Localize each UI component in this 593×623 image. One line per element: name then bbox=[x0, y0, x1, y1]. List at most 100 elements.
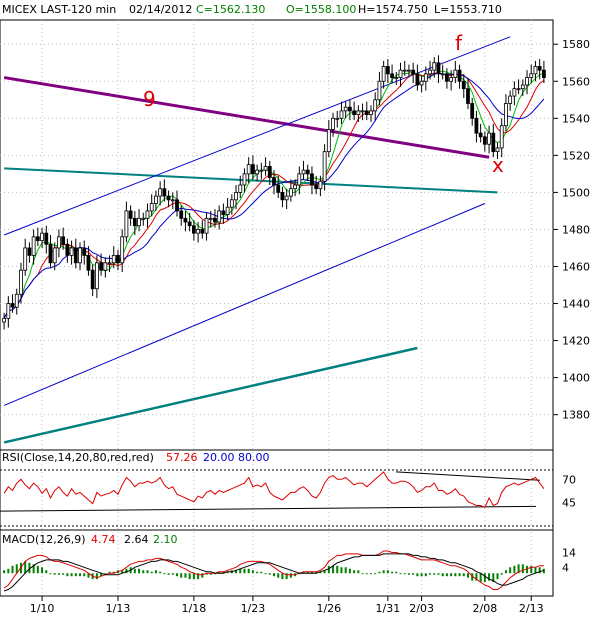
macd-histogram-bar bbox=[121, 570, 124, 574]
candle-body bbox=[27, 247, 32, 256]
candle-body bbox=[297, 173, 302, 186]
y-axis: 1380 1400 1420 1440 1460 1480 1500 1520 1540 1560… bbox=[553, 38, 590, 574]
candle-body bbox=[423, 73, 428, 82]
candle-body bbox=[428, 69, 432, 75]
candle-body bbox=[516, 88, 521, 91]
x-tick-label: 1/23 bbox=[241, 602, 266, 615]
trend-line bbox=[3, 346, 418, 444]
macd-histogram-bar bbox=[433, 573, 436, 575]
candle-body bbox=[145, 210, 150, 219]
x-tick-label: 1/18 bbox=[182, 602, 207, 615]
candle-body bbox=[14, 293, 19, 308]
macd-label: MACD(12,26,9) bbox=[2, 533, 86, 546]
macd-histogram-bar bbox=[7, 568, 10, 574]
rsi-tick-label: 70 bbox=[562, 473, 576, 486]
candle-body bbox=[436, 62, 441, 75]
candle-body bbox=[449, 77, 454, 82]
wave-label-x: x bbox=[492, 153, 504, 177]
macd-histogram-bar bbox=[391, 571, 394, 574]
macd-histogram-bar bbox=[488, 573, 491, 581]
candle-body bbox=[242, 173, 247, 186]
candle-body bbox=[255, 169, 260, 175]
rsi-panel bbox=[0, 449, 554, 531]
candle-body bbox=[94, 262, 99, 290]
candle-body bbox=[499, 125, 504, 149]
macd-histogram-bar bbox=[184, 573, 187, 578]
macd-histogram-bar bbox=[277, 573, 280, 578]
candle-body bbox=[440, 73, 445, 76]
macd-histogram-bar bbox=[281, 573, 284, 580]
macd-line bbox=[3, 550, 544, 590]
candle-body bbox=[398, 69, 403, 78]
candle-body bbox=[73, 247, 78, 264]
candle-body bbox=[44, 232, 49, 245]
candle-body bbox=[40, 232, 44, 241]
candle-body bbox=[137, 217, 141, 227]
candle-body bbox=[432, 62, 437, 71]
macd-histogram-bar bbox=[171, 573, 174, 575]
candle-body bbox=[116, 254, 120, 264]
macd-histogram-bar bbox=[538, 567, 541, 574]
candle-body bbox=[10, 303, 15, 308]
candle-body bbox=[149, 203, 154, 212]
candle-body bbox=[82, 247, 87, 256]
macd-histogram-bar bbox=[87, 573, 90, 578]
macd-histogram-bar bbox=[243, 568, 246, 574]
rsi-tick-label: 45 bbox=[562, 497, 576, 510]
macd-histogram-bar bbox=[530, 565, 533, 574]
candle-body bbox=[217, 210, 222, 223]
candle-body bbox=[541, 69, 546, 78]
candle-body bbox=[385, 66, 390, 75]
candle-body bbox=[132, 217, 137, 227]
macd-histogram-bar bbox=[378, 571, 381, 574]
macd-histogram-bar bbox=[399, 573, 402, 575]
candle-body bbox=[90, 269, 95, 290]
rsi-label: RSI(Close,14,20,80,red,red) bbox=[2, 451, 154, 464]
x-tick-label: 1/10 bbox=[30, 602, 55, 615]
macd-histogram-bar bbox=[458, 573, 461, 577]
x-tick-label: 1/31 bbox=[376, 602, 401, 615]
macd-histogram-bar bbox=[496, 573, 499, 580]
candle-body bbox=[394, 77, 399, 79]
macd-histogram-bar bbox=[24, 561, 27, 574]
macd-histogram-bar bbox=[441, 573, 444, 577]
candle-body bbox=[537, 66, 542, 71]
candle-body bbox=[259, 169, 264, 172]
macd-histogram-bar bbox=[327, 565, 330, 574]
candle-body bbox=[69, 247, 74, 256]
candle-body bbox=[111, 254, 116, 264]
macd-histogram-bar bbox=[251, 570, 254, 574]
macd-histogram-bar bbox=[361, 573, 364, 575]
candle-body bbox=[407, 69, 411, 72]
macd-histogram-bar bbox=[235, 570, 238, 574]
candle-body bbox=[103, 262, 108, 271]
macd-histogram-bar bbox=[49, 573, 52, 575]
macd-histogram-bar bbox=[420, 573, 423, 577]
macd-histogram-bar bbox=[416, 573, 419, 577]
macd-histogram-bar bbox=[197, 573, 200, 580]
candle-body bbox=[78, 247, 82, 264]
macd-histogram-bar bbox=[268, 573, 271, 575]
candle-body bbox=[213, 217, 217, 223]
candle-body bbox=[99, 262, 104, 271]
macd-histogram-bar bbox=[163, 573, 166, 575]
y-tick-label: 1500 bbox=[562, 186, 590, 199]
x-tick-label: 1/26 bbox=[316, 602, 341, 615]
candle-body bbox=[272, 177, 276, 186]
macd-histogram-bar bbox=[213, 573, 216, 575]
macd-histogram-bar bbox=[445, 573, 448, 577]
candle-body bbox=[478, 132, 483, 138]
macd-histogram-bar bbox=[180, 573, 183, 578]
candle-body bbox=[276, 184, 281, 193]
candle-body bbox=[229, 199, 234, 208]
candle-body bbox=[234, 191, 238, 201]
macd-histogram-bar bbox=[74, 573, 77, 577]
candle-body bbox=[52, 247, 57, 264]
candle-body bbox=[335, 117, 340, 120]
macd-histogram-bar bbox=[188, 573, 191, 580]
macd-histogram-bar bbox=[437, 573, 440, 575]
candle-body bbox=[246, 164, 251, 175]
header-close: C=1562.130 bbox=[196, 3, 265, 16]
macd-histogram-bar bbox=[369, 573, 372, 575]
